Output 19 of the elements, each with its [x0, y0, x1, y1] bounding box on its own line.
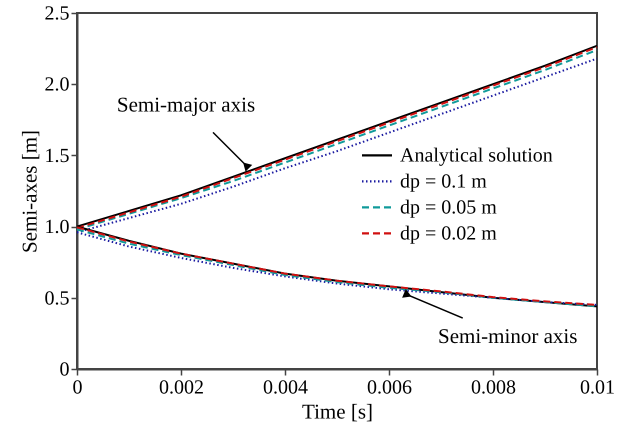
y-tick-label: 2.0: [44, 74, 70, 96]
x-tick-label: 0.008: [471, 376, 516, 398]
legend-label: Analytical solution: [400, 144, 553, 166]
y-tick-label: 0.5: [44, 287, 70, 310]
legend-label: dp = 0.1 m: [400, 170, 488, 192]
x-tick-label: 0.002: [159, 376, 204, 398]
x-tick-label: 0.01: [580, 376, 615, 398]
y-tick-label: 1.0: [44, 216, 70, 238]
legend-label: dp = 0.05 m: [400, 196, 498, 218]
legend-label: dp = 0.02 m: [400, 222, 498, 244]
x-axis-title: Time [s]: [302, 400, 373, 424]
y-tick-label: 1.5: [44, 144, 70, 167]
y-tick-label: 0: [60, 358, 70, 380]
x-tick-label: 0.006: [367, 376, 412, 398]
annotation: Semi-minor axis: [438, 324, 578, 348]
x-tick-label: 0.004: [263, 376, 308, 398]
y-axis-title: Semi-axes [m]: [18, 130, 42, 254]
y-tick-label: 2.5: [44, 2, 70, 24]
annotation: Semi-major axis: [116, 92, 256, 116]
